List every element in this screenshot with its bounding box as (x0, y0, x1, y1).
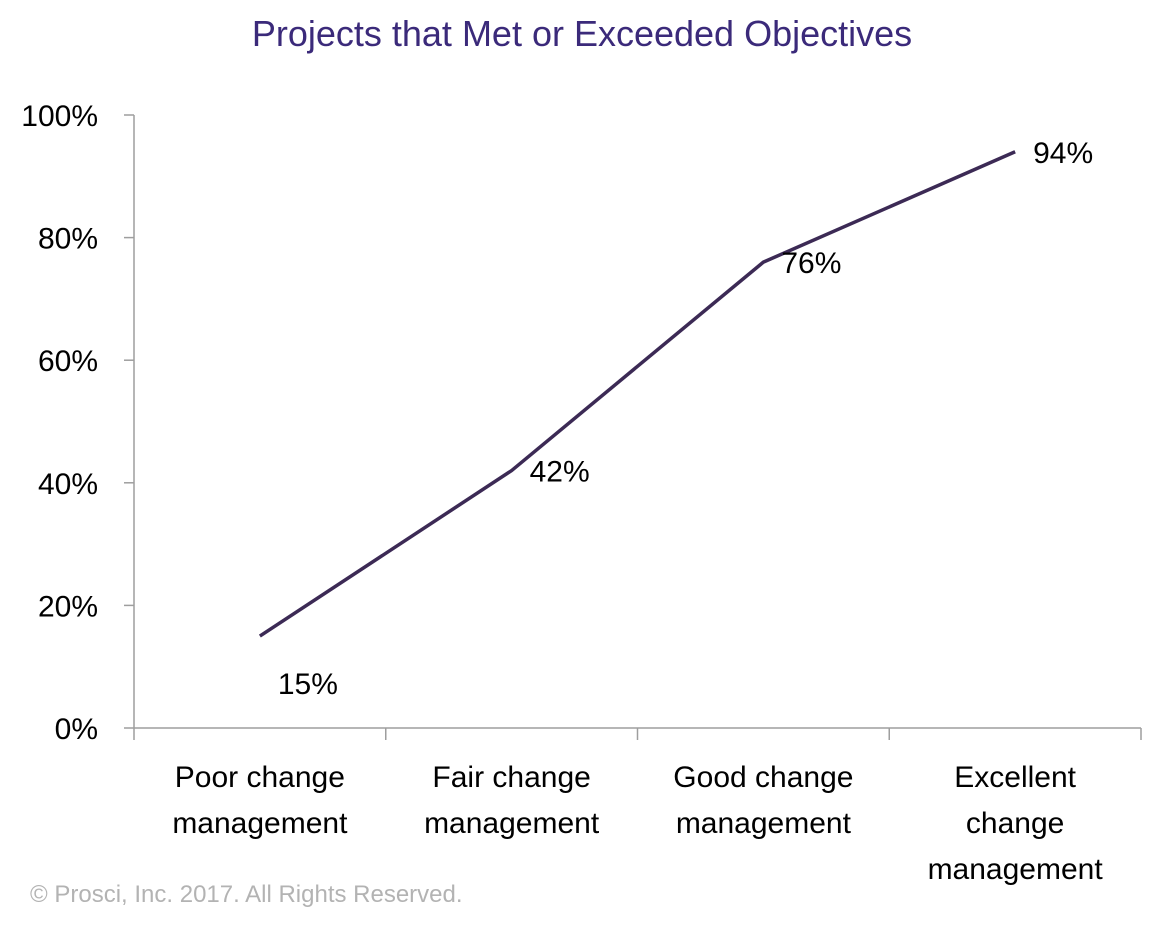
x-axis: Poor change management Fair change manageme… (133, 727, 1142, 886)
x-category-label: Good change management (673, 761, 853, 840)
data-label: 94% (1033, 137, 1093, 170)
series-line (258, 150, 1016, 638)
x-category-label: Poor change management (172, 761, 348, 840)
data-label: 42% (530, 456, 590, 489)
y-tick-label: 20% (38, 590, 98, 623)
y-tick-label: 60% (38, 345, 98, 378)
chart-title: Projects that Met or Exceeded Objectives (252, 13, 912, 54)
data-labels: 15% 42% 76% 94% (278, 137, 1093, 701)
data-label: 76% (781, 247, 841, 280)
y-tick-label: 40% (38, 468, 98, 501)
copyright-notice: © Prosci, Inc. 2017. All Rights Reserved… (30, 881, 463, 908)
y-tick-label: 100% (21, 100, 98, 133)
series-line-group (258, 150, 1016, 638)
x-category-label: Fair change management (424, 761, 600, 840)
y-tick-label: 80% (38, 223, 98, 256)
x-category-label: Excellent change management (928, 761, 1104, 886)
y-tick-label: 0% (55, 713, 98, 746)
data-label: 15% (278, 668, 338, 701)
y-axis: 0% 20% 40% 60% 80% 100% (21, 100, 135, 746)
